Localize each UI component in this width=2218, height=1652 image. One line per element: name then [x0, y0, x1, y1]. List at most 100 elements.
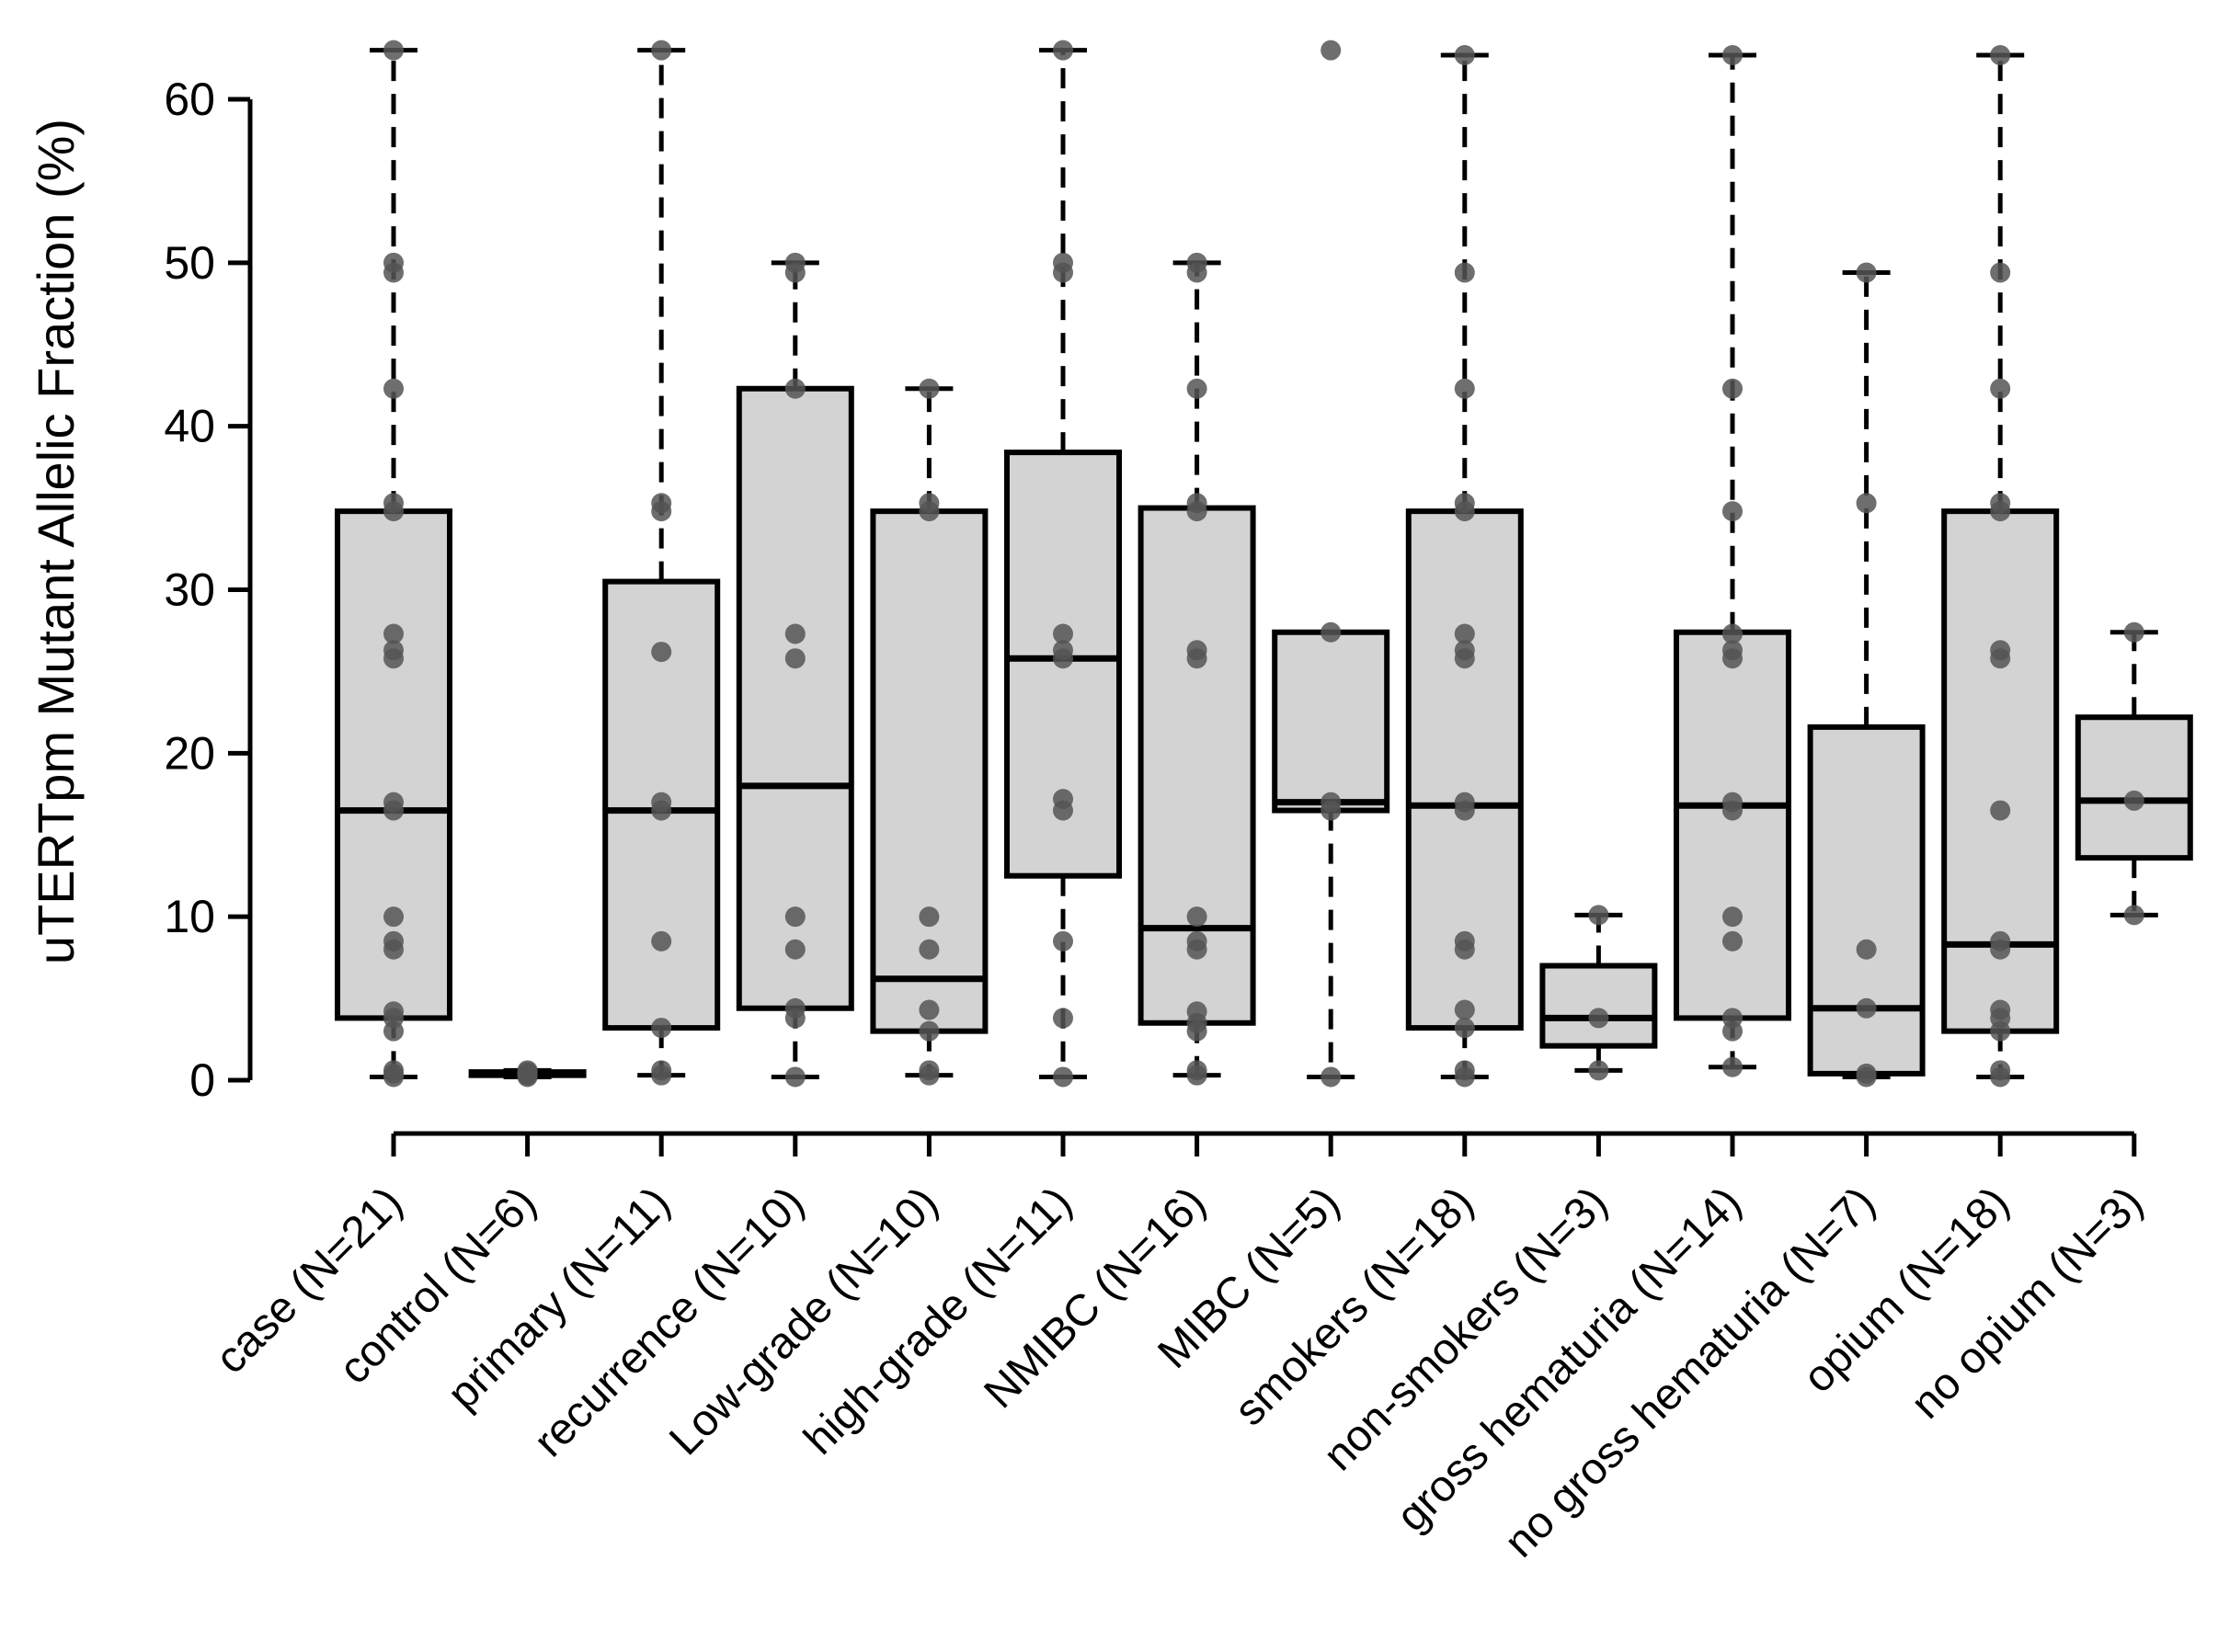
data-point [1856, 1063, 1877, 1084]
data-point [1321, 1066, 1342, 1088]
box-group [870, 386, 989, 1078]
data-point [919, 1060, 940, 1081]
data-point [651, 493, 672, 514]
data-point [1053, 1066, 1073, 1088]
data-point [784, 623, 806, 644]
box [1674, 629, 1791, 1021]
data-point [1186, 930, 1207, 951]
data-point [784, 997, 806, 1019]
data-point [383, 792, 404, 813]
data-point [1990, 640, 2011, 661]
data-point [1454, 999, 1475, 1020]
data-point [1454, 930, 1475, 951]
box-group [1941, 52, 2060, 1079]
points-layer [383, 40, 2144, 1088]
data-point [517, 1060, 538, 1081]
data-point [1722, 623, 1743, 644]
data-point [919, 999, 940, 1020]
data-point [1722, 1056, 1743, 1077]
data-point [1856, 493, 1877, 514]
data-point [1856, 939, 1877, 960]
data-point [1722, 906, 1743, 928]
data-point [1856, 997, 1877, 1019]
data-point [919, 378, 940, 399]
data-point [1454, 378, 1475, 399]
data-point [1990, 800, 2011, 821]
data-point [651, 40, 672, 61]
y-axis: 0 10 20 30 40 50 60 [164, 74, 253, 1106]
data-point [919, 939, 940, 960]
data-point [1990, 44, 2011, 65]
data-point [1722, 792, 1743, 813]
box [1539, 963, 1658, 1049]
y-tick-label: 40 [164, 401, 215, 452]
y-axis-label: uTERTpm Mutant Allelic Fraction (%) [27, 119, 85, 964]
data-point [784, 906, 806, 928]
data-point [1053, 623, 1073, 644]
y-tick-label: 10 [164, 891, 215, 942]
data-point [919, 1020, 940, 1042]
data-point [383, 378, 404, 399]
data-point [1722, 501, 1743, 522]
box-group [1539, 912, 1658, 1073]
data-point [1053, 252, 1073, 273]
data-point [383, 623, 404, 644]
data-point [784, 252, 806, 273]
data-point [1186, 906, 1207, 928]
boxes-layer [335, 48, 2193, 1079]
x-tick-label: no opium (N=3) [1902, 1178, 2152, 1428]
data-point [1990, 930, 2011, 951]
data-point [1454, 44, 1475, 65]
y-tick-label: 50 [164, 237, 215, 289]
data-point [1454, 792, 1475, 813]
data-point [1856, 262, 1877, 283]
data-point [784, 648, 806, 669]
data-point [1186, 1001, 1207, 1022]
data-point [1454, 1060, 1475, 1081]
data-point [1053, 40, 1073, 61]
box-group [1405, 52, 1524, 1079]
data-point [784, 378, 806, 399]
data-point [651, 792, 672, 813]
data-point [784, 1066, 806, 1088]
x-axis: case (N=21)control (N=6)primary (N=11)re… [206, 1131, 2153, 1567]
data-point [1722, 1008, 1743, 1029]
data-point [651, 1018, 672, 1039]
data-point [1722, 44, 1743, 65]
data-point [383, 640, 404, 661]
data-point [1053, 930, 1073, 951]
data-point [383, 1060, 404, 1081]
box-group [2075, 630, 2193, 917]
data-point [1053, 789, 1073, 810]
data-point [2123, 905, 2144, 926]
data-point [1588, 1008, 1609, 1029]
box-group [1272, 629, 1390, 1079]
data-point [383, 40, 404, 61]
y-tick-label: 20 [164, 727, 215, 779]
box-group [1004, 48, 1122, 1079]
data-point [1588, 905, 1609, 926]
data-point [2123, 621, 2144, 643]
data-point [1990, 262, 2011, 283]
data-point [383, 930, 404, 951]
box [2075, 714, 2193, 861]
data-point [383, 493, 404, 514]
y-tick-label: 30 [164, 564, 215, 616]
data-point [1186, 493, 1207, 514]
data-point [1186, 252, 1207, 273]
data-point [1588, 1060, 1609, 1081]
data-point [1186, 378, 1207, 399]
y-tick-label: 60 [164, 74, 215, 125]
data-point [651, 930, 672, 951]
data-point [1454, 262, 1475, 283]
data-point [383, 252, 404, 273]
box-group [1138, 260, 1256, 1078]
box-group [602, 48, 721, 1078]
data-point [1454, 640, 1475, 661]
data-point [1053, 1008, 1073, 1029]
data-point [1990, 1060, 2011, 1081]
data-point [1454, 623, 1475, 644]
data-point [1321, 792, 1342, 813]
data-point [1186, 1060, 1207, 1081]
